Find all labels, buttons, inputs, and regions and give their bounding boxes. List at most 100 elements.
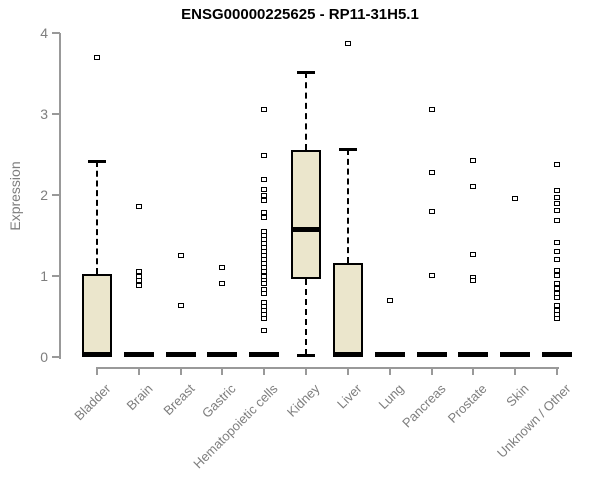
outlier-point xyxy=(554,217,560,223)
outlier-point xyxy=(261,186,268,192)
outlier-point xyxy=(135,269,142,275)
outlier-point xyxy=(554,257,560,263)
upper-whisker xyxy=(305,71,308,150)
median-line xyxy=(165,352,196,358)
y-tick-mark xyxy=(52,275,60,277)
outlier-point xyxy=(554,194,560,200)
outlier-point xyxy=(554,207,560,213)
x-tick-mark xyxy=(430,367,433,375)
y-tick-label: 3 xyxy=(40,106,48,122)
median-line xyxy=(82,352,112,358)
median-line xyxy=(416,352,447,358)
box-liver xyxy=(332,263,363,357)
outlier-point xyxy=(428,169,435,175)
y-axis-line xyxy=(59,33,61,359)
upper-whisker xyxy=(96,160,98,274)
outlier-point xyxy=(554,249,560,255)
outlier-point xyxy=(135,203,142,209)
outlier-point xyxy=(512,195,519,201)
outlier-point xyxy=(554,267,560,273)
lower-whisker xyxy=(305,279,308,356)
outlier-point xyxy=(386,297,393,303)
y-tick-mark xyxy=(52,113,60,115)
y-tick-mark xyxy=(52,194,60,196)
outlier-point xyxy=(261,327,268,333)
outlier-point xyxy=(554,315,560,321)
median-line xyxy=(458,352,489,358)
y-tick-label: 4 xyxy=(40,25,48,41)
x-tick-mark xyxy=(221,367,224,375)
median-line xyxy=(332,352,363,358)
y-tick-mark xyxy=(52,356,60,358)
outlier-point xyxy=(554,302,560,308)
outlier-point xyxy=(177,253,184,259)
outlier-point xyxy=(261,152,268,158)
box-bladder xyxy=(82,273,112,357)
x-tick-mark xyxy=(346,367,349,375)
median-line xyxy=(542,352,572,358)
upper-whisker-cap xyxy=(88,159,106,163)
outlier-point xyxy=(261,209,268,215)
outlier-point xyxy=(470,157,477,163)
x-tick-mark xyxy=(179,367,182,375)
x-tick-mark xyxy=(556,367,558,375)
y-tick-mark xyxy=(52,32,60,34)
outlier-point xyxy=(261,192,268,198)
outlier-point xyxy=(261,264,268,270)
median-line xyxy=(374,352,405,358)
outlier-point xyxy=(554,240,560,246)
outlier-point xyxy=(261,280,268,286)
median-line xyxy=(123,352,154,358)
y-axis-title: Expression xyxy=(7,161,23,231)
outlier-point xyxy=(554,294,560,300)
x-tick-mark xyxy=(96,367,98,375)
outlier-point xyxy=(428,208,435,214)
chart-title: ENSG00000225625 - RP11-31H5.1 xyxy=(181,6,419,23)
outlier-point xyxy=(261,107,268,113)
upper-whisker-cap xyxy=(297,70,316,74)
outlier-point xyxy=(554,272,560,278)
x-tick-mark xyxy=(305,367,308,375)
outlier-point xyxy=(428,107,435,113)
upper-whisker-cap xyxy=(338,147,357,151)
outlier-point xyxy=(219,280,226,286)
outlier-point xyxy=(554,285,560,291)
lower-whisker-cap xyxy=(297,354,316,358)
x-tick-mark xyxy=(514,367,517,375)
x-tick-mark xyxy=(388,367,391,375)
median-line xyxy=(500,352,531,358)
outlier-point xyxy=(261,198,268,204)
median-line xyxy=(291,226,322,232)
upper-whisker xyxy=(346,148,349,264)
median-line xyxy=(207,352,238,358)
outlier-point xyxy=(428,272,435,278)
outlier-point xyxy=(554,161,560,167)
x-tick-mark xyxy=(137,367,140,375)
outlier-point xyxy=(261,215,268,221)
outlier-point xyxy=(261,307,268,313)
outlier-point xyxy=(261,177,268,183)
y-tick-label: 2 xyxy=(40,187,48,203)
x-tick-mark xyxy=(472,367,475,375)
outlier-point xyxy=(135,278,142,284)
outlier-point xyxy=(554,280,560,286)
outlier-point xyxy=(554,187,560,193)
outlier-point xyxy=(135,283,142,289)
outlier-point xyxy=(470,252,477,258)
outlier-point xyxy=(470,278,477,284)
outlier-point xyxy=(470,183,477,189)
outlier-point xyxy=(261,316,268,322)
outlier-point xyxy=(94,54,100,60)
outlier-point xyxy=(177,302,184,308)
x-axis-line xyxy=(97,367,559,369)
outlier-point xyxy=(261,291,268,297)
box-kidney xyxy=(291,149,322,280)
median-line xyxy=(249,352,280,358)
outlier-point xyxy=(344,41,351,47)
outlier-point xyxy=(219,265,226,271)
x-tick-mark xyxy=(263,367,266,375)
y-tick-label: 1 xyxy=(40,268,48,284)
outlier-point xyxy=(554,200,560,206)
y-tick-label: 0 xyxy=(40,349,48,365)
